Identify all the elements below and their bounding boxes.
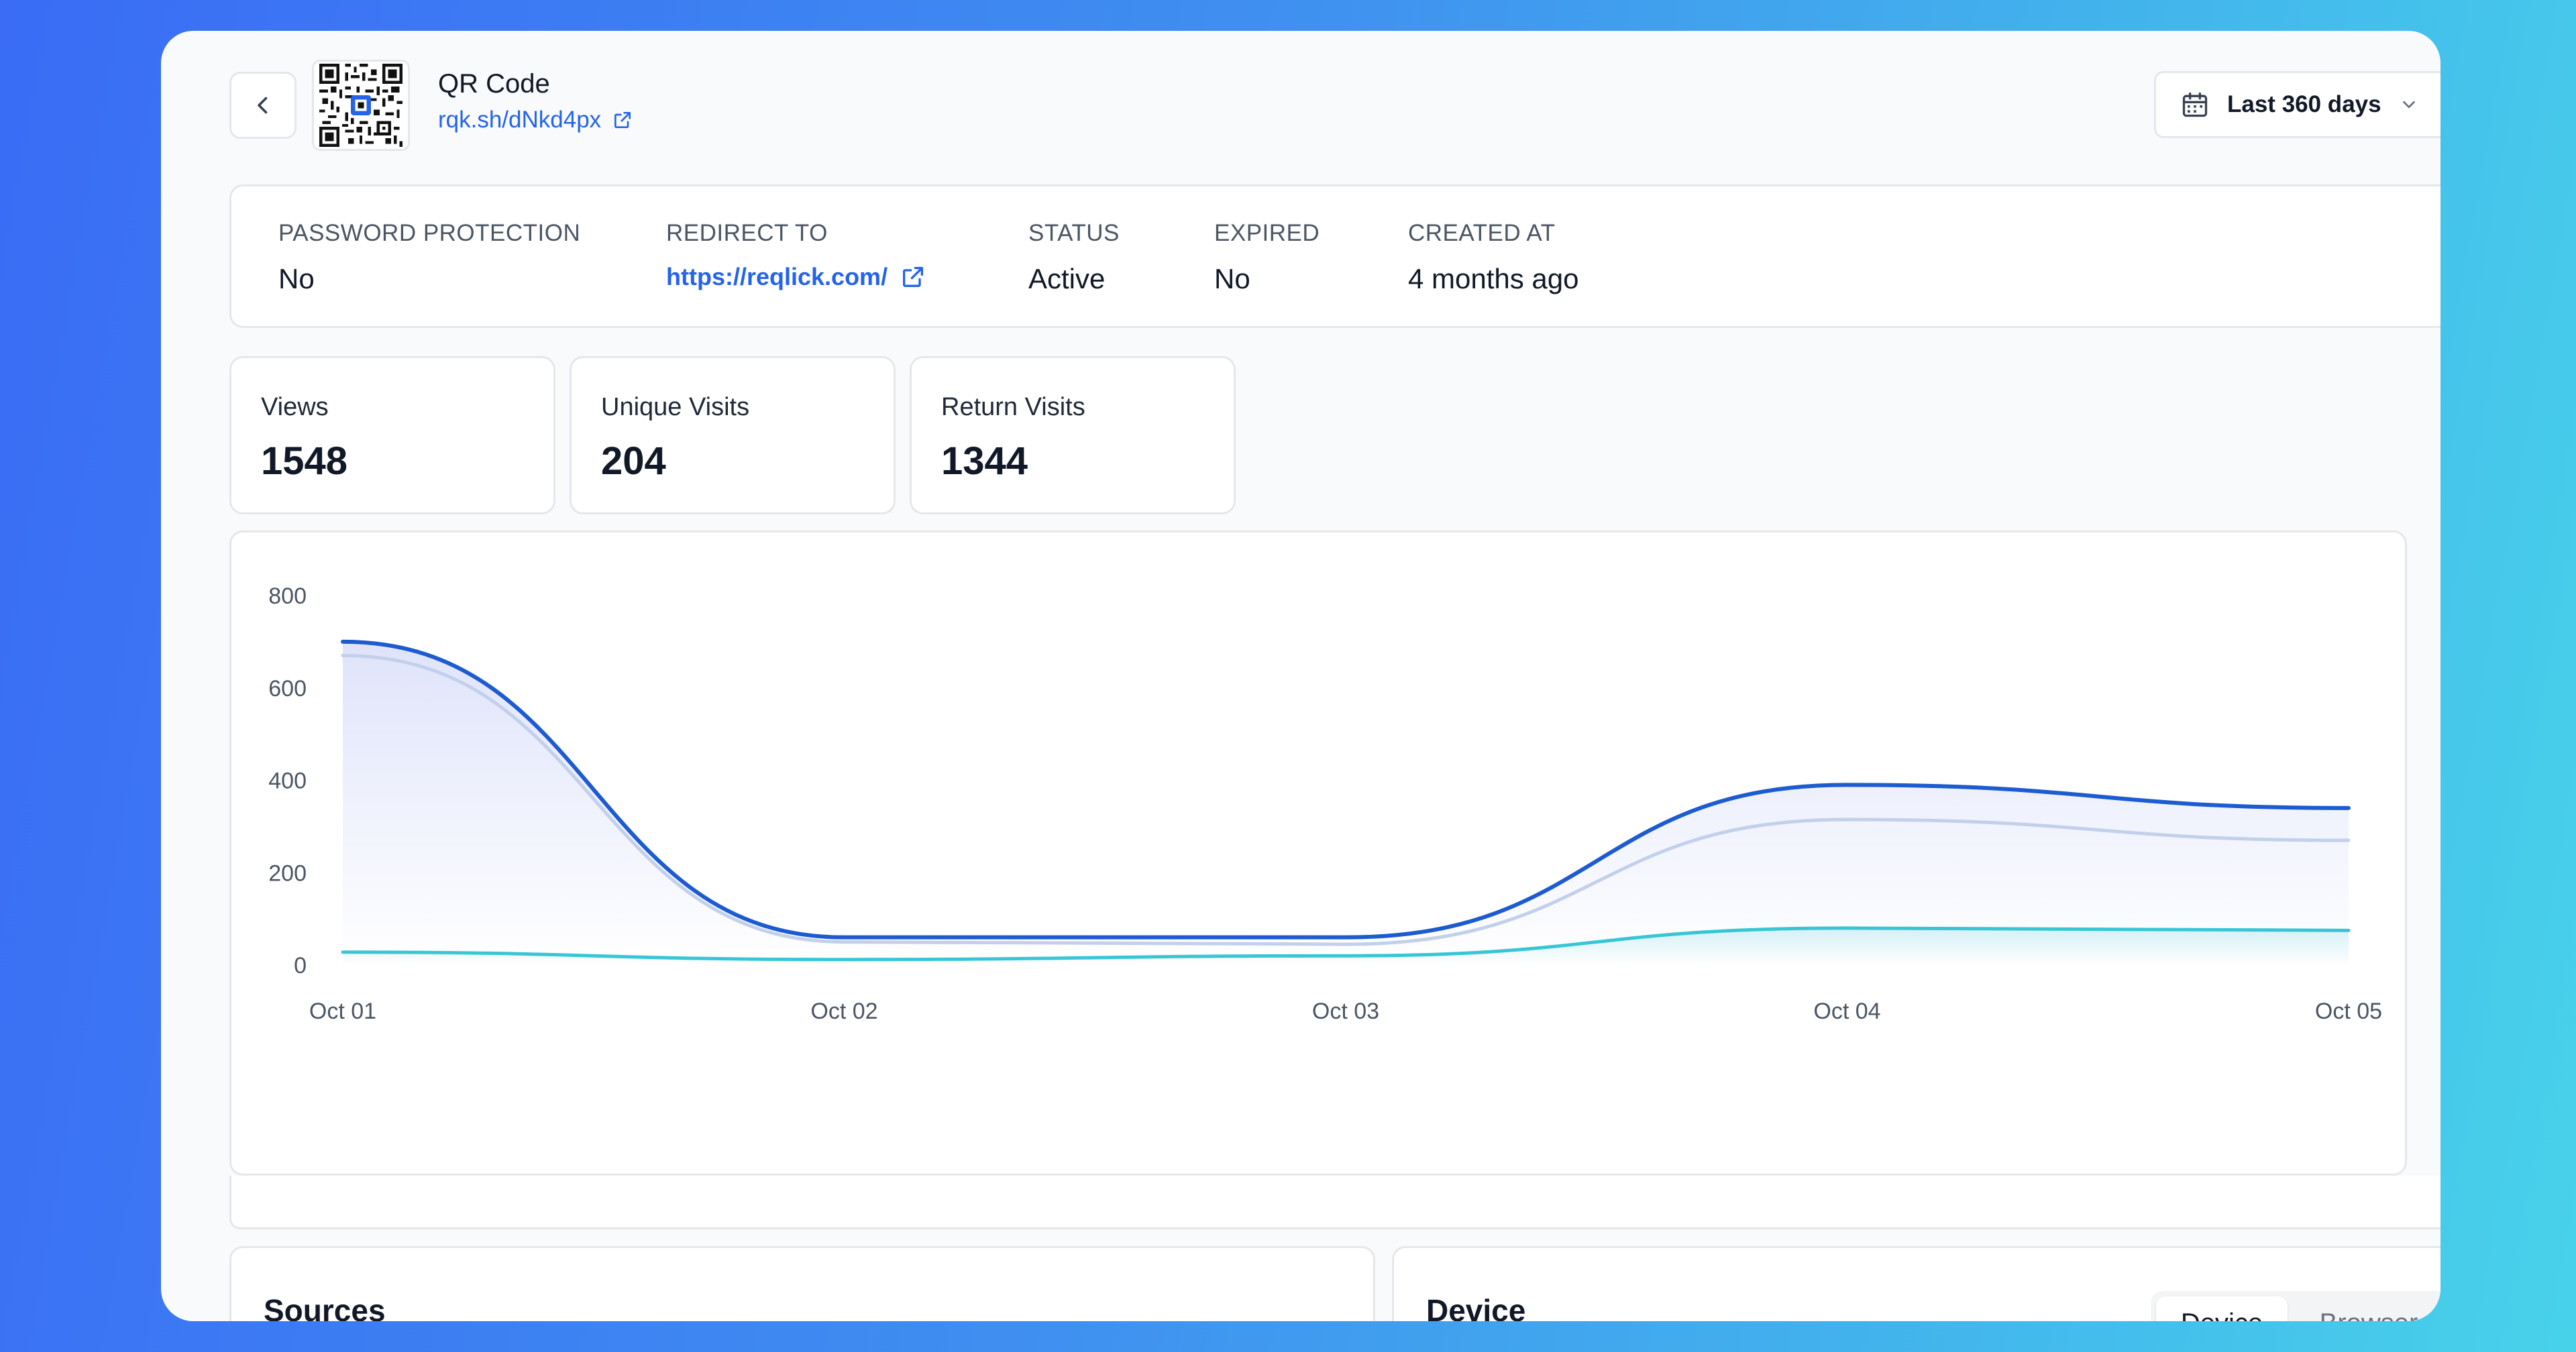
series-line — [341, 639, 2351, 940]
link-info-card: PASSWORD PROTECTION No REDIRECT TO https… — [229, 184, 2440, 328]
x-tick-label: Oct 02 — [810, 999, 877, 1024]
y-tick-label: 800 — [268, 583, 307, 609]
status-value: Active — [1028, 263, 1106, 294]
x-tick-label: Oct 03 — [1312, 999, 1379, 1024]
series-line — [341, 926, 2351, 962]
redirect-url[interactable]: https://reqlick.com/ — [666, 263, 888, 290]
created-at-label: CREATED AT — [1408, 220, 1556, 246]
return-visits-label: Return Visits — [941, 393, 1085, 421]
x-tick-label: Oct 04 — [1813, 999, 1880, 1024]
device-browser-toggle: Device Browser — [2151, 1291, 2440, 1321]
chevron-down-icon — [2402, 101, 2415, 109]
page-title: QR Code — [438, 69, 550, 99]
x-tick-label: Oct 01 — [309, 999, 376, 1024]
calendar-icon — [2182, 92, 2208, 117]
qr-code-icon — [319, 64, 402, 147]
expired-field: EXPIRED No — [1214, 220, 1320, 295]
visits-chart-card: 0 200 400 600 800 Oct 01 Oct 02 Oct 03 Oct 04 Oc… — [229, 530, 2407, 1176]
return-visits-value: 1344 — [941, 439, 1028, 483]
visits-chart: 0 200 400 600 800 Oct 01 Oct 02 Oct 03 Oct 04 Oc… — [268, 583, 2382, 1024]
views-label: Views — [261, 393, 329, 421]
unique-visits-value: 204 — [601, 439, 666, 483]
views-value: 1548 — [261, 439, 348, 483]
date-range-label: Last 360 days — [2227, 91, 2381, 117]
status-field: STATUS Active — [1028, 220, 1120, 295]
created-at-field: CREATED AT 4 months ago — [1408, 220, 1579, 295]
y-tick-label: 600 — [268, 676, 307, 701]
redirect-to-field: REDIRECT TO https://reqlick.com/ — [666, 220, 926, 291]
date-range-select[interactable]: Last 360 days — [2154, 71, 2440, 138]
password-protection-field: PASSWORD PROTECTION No — [278, 220, 580, 295]
external-link-icon[interactable] — [900, 264, 926, 290]
y-tick-label: 400 — [268, 769, 307, 794]
short-link[interactable]: rqk.sh/dNkd4px — [438, 107, 633, 133]
return-visits-stat-card: Return Visits 1344 — [910, 356, 1236, 514]
chart-footer-strip — [229, 1176, 2440, 1229]
series-line — [341, 654, 2351, 946]
series-area — [343, 927, 2349, 965]
password-protection-label: PASSWORD PROTECTION — [278, 220, 581, 246]
short-link-text[interactable]: rqk.sh/dNkd4px — [438, 107, 602, 133]
series-area — [343, 641, 2349, 965]
y-tick-label: 0 — [294, 953, 307, 978]
tab-device[interactable]: Device — [2156, 1296, 2288, 1321]
y-tick-label: 200 — [268, 860, 307, 886]
created-at-value: 4 months ago — [1408, 263, 1579, 294]
x-tick-label: Oct 05 — [2315, 999, 2382, 1024]
sources-card: Sources — [229, 1246, 1375, 1321]
tab-browser[interactable]: Browser — [2292, 1296, 2440, 1322]
unique-visits-stat-card: Unique Visits 204 — [570, 356, 896, 514]
expired-value: No — [1214, 263, 1250, 294]
back-button[interactable] — [229, 72, 297, 139]
device-card: Device Device Browser — [1392, 1246, 2440, 1321]
expired-label: EXPIRED — [1214, 220, 1320, 246]
views-stat-card: Views 1548 — [229, 356, 555, 514]
unique-visits-label: Unique Visits — [601, 393, 750, 421]
sources-title: Sources — [264, 1293, 386, 1321]
status-label: STATUS — [1028, 220, 1120, 246]
redirect-to-label: REDIRECT TO — [666, 220, 828, 246]
external-link-icon[interactable] — [612, 109, 633, 131]
redirect-link[interactable]: https://reqlick.com/ — [666, 263, 926, 291]
device-title: Device — [1426, 1293, 1526, 1321]
chevron-left-icon — [258, 97, 268, 114]
app-window: QR Code rqk.sh/dNkd4px Last 360 days PAS… — [161, 31, 2440, 1321]
password-protection-value: No — [278, 263, 315, 294]
qr-code-thumbnail — [312, 60, 410, 151]
